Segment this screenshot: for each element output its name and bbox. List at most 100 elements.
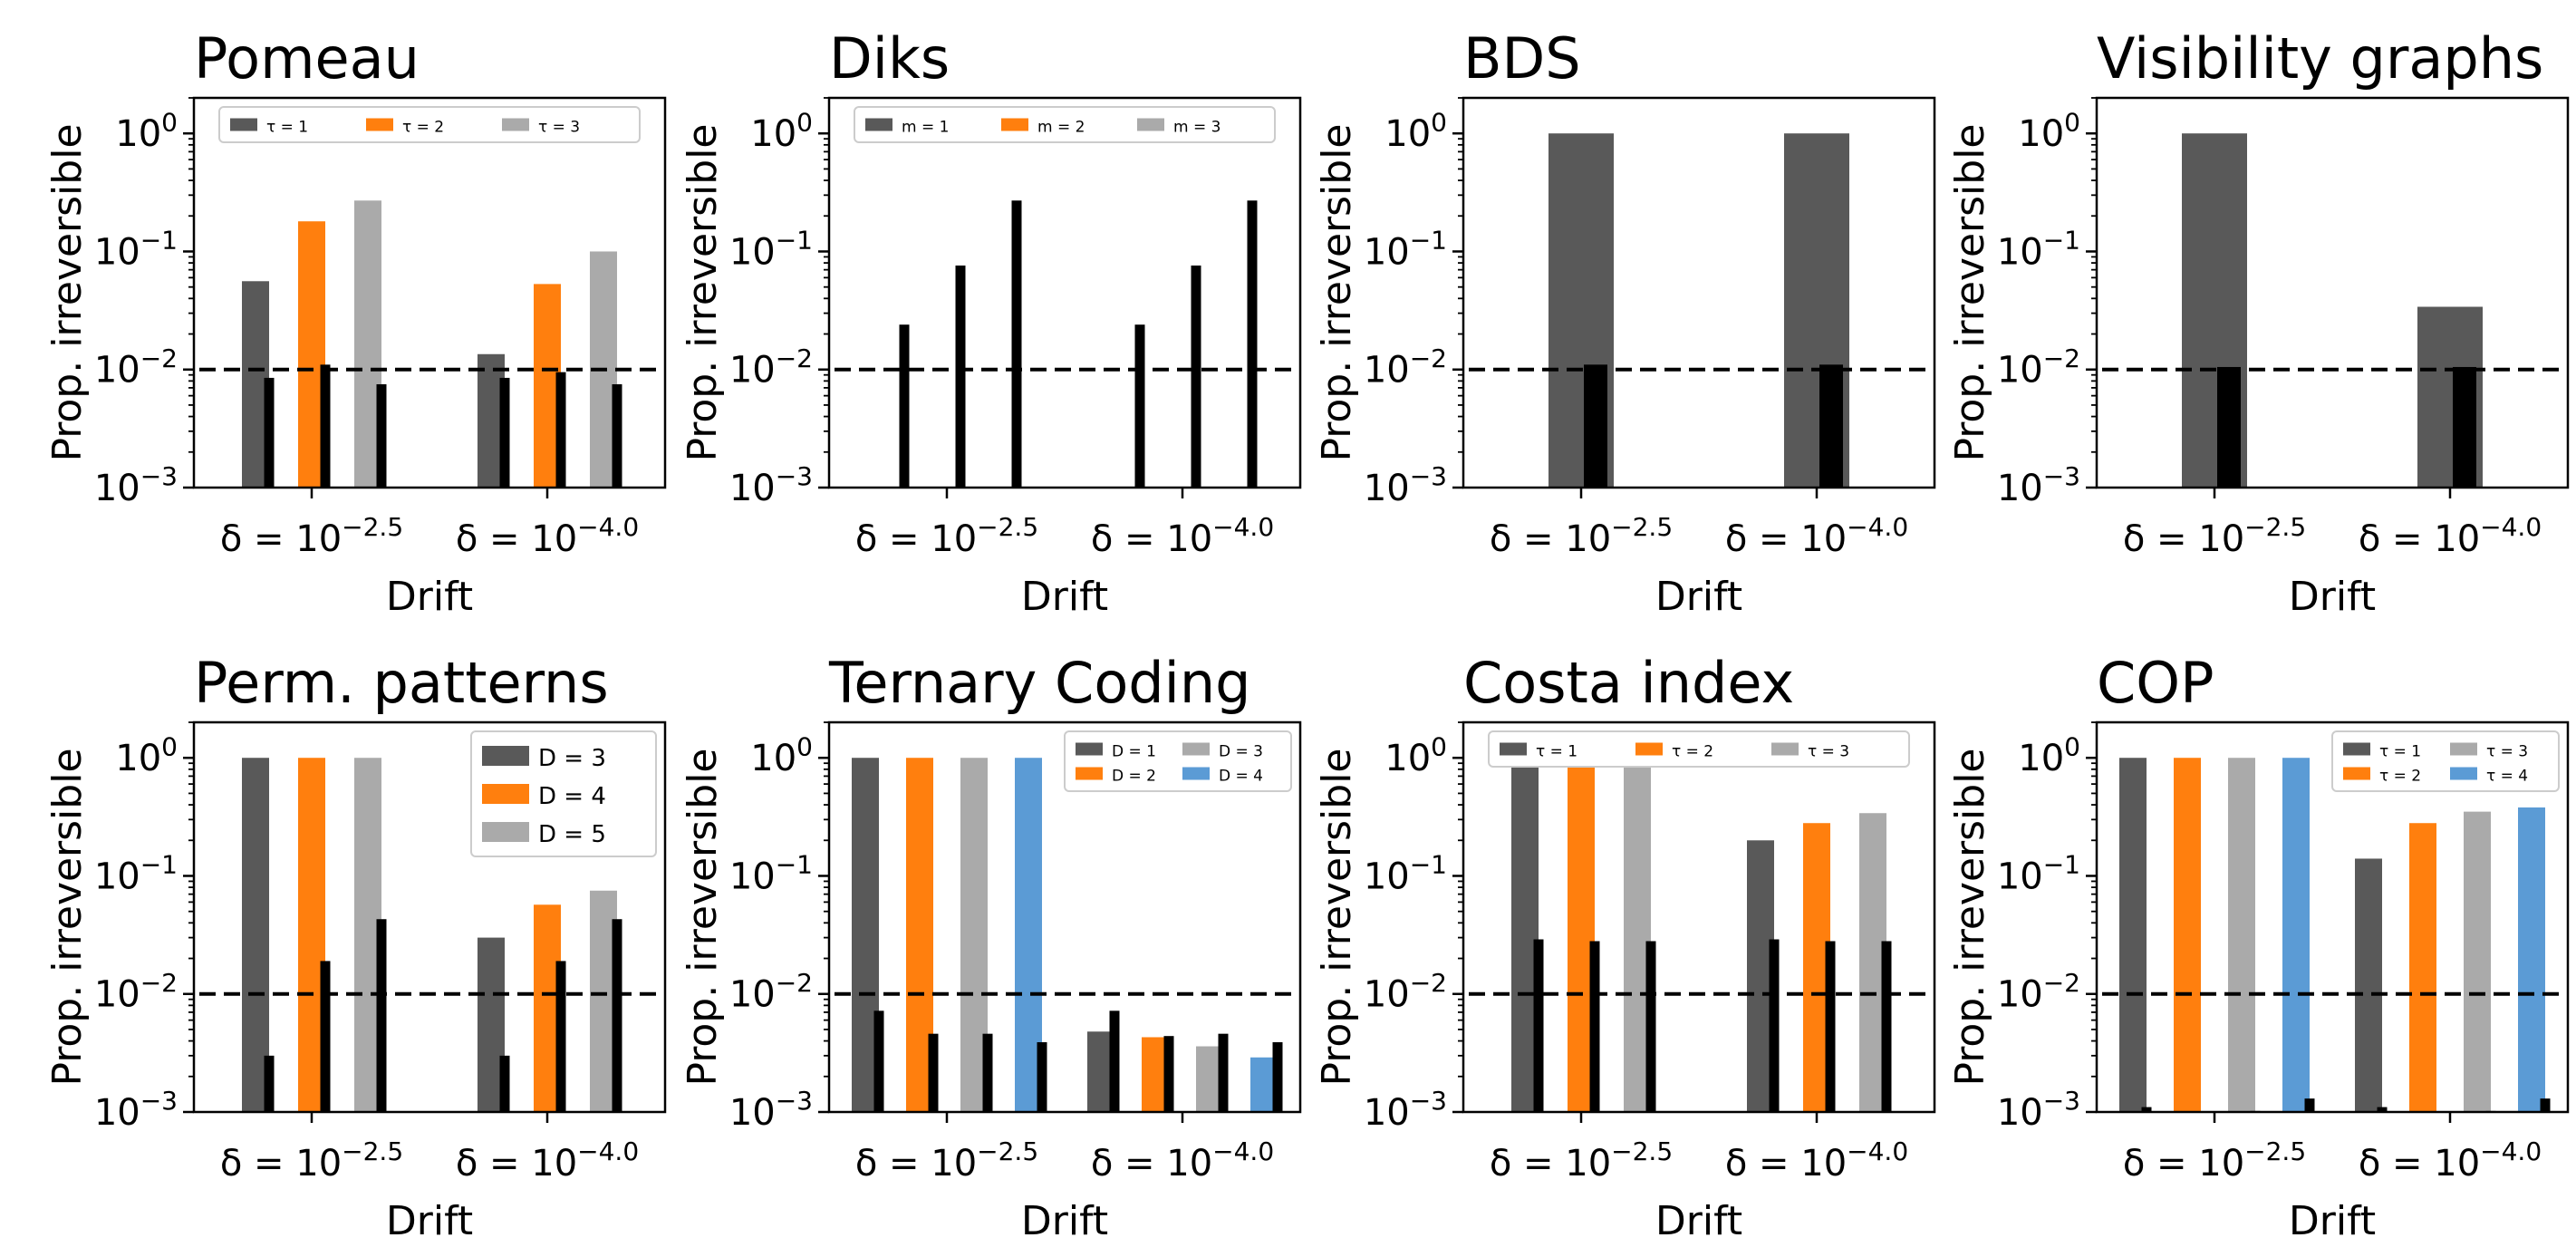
marker-bar: [555, 961, 566, 1112]
panel-title: Costa index: [1463, 650, 1794, 716]
y-axis-label: Prop. irreversible: [1947, 123, 1993, 461]
x-tick-label: δ = 10−2.5: [2123, 512, 2306, 560]
marker-bar: [1881, 941, 1892, 1112]
y-tick-label-base: 10: [1997, 468, 2043, 509]
legend-swatch: [865, 118, 892, 131]
marker-bar: [1533, 939, 1544, 1112]
legend-swatch: [1076, 742, 1103, 756]
marker-bar: [955, 266, 966, 488]
y-tick-label-exp: −1: [1410, 226, 1447, 256]
marker-bar: [1584, 364, 1607, 488]
legend-swatch: [1771, 742, 1799, 756]
legend-label: τ = 1: [1536, 742, 1577, 760]
x-tick-label: δ = 10−2.5: [1490, 1136, 1673, 1184]
y-tick-label-exp: −3: [1410, 461, 1447, 491]
marker-bar: [264, 377, 275, 488]
y-tick-label: 10−3: [1997, 1086, 2080, 1134]
legend-swatch: [502, 118, 529, 131]
y-tick-label: 10−1: [94, 226, 178, 274]
y-tick-label-base: 10: [115, 113, 161, 155]
y-tick-label: 100: [115, 107, 178, 155]
y-tick-label-exp: 0: [796, 731, 813, 761]
y-tick-label: 10−2: [1997, 968, 2080, 1016]
y-tick-label-base: 10: [729, 856, 776, 897]
legend-swatch: [1182, 767, 1210, 780]
x-tick-label: δ = 10−4.0: [1725, 512, 1908, 560]
legend-label: D = 5: [538, 821, 606, 848]
axes-frame: [192, 720, 667, 1114]
marker-bar: [1769, 939, 1780, 1112]
marker-bar: [1825, 941, 1836, 1112]
y-tick-label-exp: −1: [776, 226, 813, 256]
legend-label: τ = 2: [1672, 742, 1713, 760]
legend-label: m = 1: [902, 118, 949, 136]
y-tick-label: 100: [1384, 731, 1447, 779]
x-tick-label-base: δ = 10: [220, 1143, 342, 1184]
x-tick-label: δ = 10−4.0: [2359, 1136, 2542, 1184]
y-tick-label-base: 10: [729, 974, 776, 1016]
marker-bar: [928, 1033, 939, 1112]
legend-swatch: [2343, 742, 2370, 756]
legend-swatch: [1182, 742, 1210, 756]
legend-swatch: [2450, 767, 2477, 780]
x-tick-label-base: δ = 10: [2359, 518, 2480, 560]
y-tick-label: 10−2: [1997, 343, 2080, 392]
x-tick-label-exp: −4.0: [1847, 512, 1908, 542]
y-tick-label: 100: [750, 731, 813, 779]
y-tick-label-exp: −3: [2043, 1086, 2080, 1116]
panel-title: Pomeau: [194, 25, 420, 92]
x-tick-label-exp: −2.5: [1611, 1136, 1673, 1166]
y-tick-label-exp: −1: [1410, 850, 1447, 880]
y-tick-label-base: 10: [1997, 856, 2043, 897]
y-tick-label-exp: −1: [2043, 850, 2080, 880]
marker-bar: [2453, 366, 2476, 488]
legend-label: τ = 3: [2486, 742, 2528, 760]
marker-bar: [612, 384, 622, 488]
marker-bar: [1218, 1033, 1229, 1112]
y-tick-label-exp: −2: [1410, 343, 1447, 373]
marker-bar: [2304, 1098, 2315, 1112]
y-tick-label-exp: −2: [1410, 968, 1447, 998]
x-axis-label: Drift: [2289, 574, 2376, 620]
y-tick-label-exp: 0: [2064, 107, 2080, 137]
y-tick-label-exp: −3: [2043, 461, 2080, 491]
marker-bar: [1109, 1010, 1120, 1112]
legend-frame: [2331, 730, 2560, 792]
marker-bar: [376, 919, 387, 1112]
marker-bar: [982, 1033, 993, 1112]
marker-bar: [320, 961, 331, 1112]
x-tick-label-base: δ = 10: [1091, 1143, 1212, 1184]
axes-frame: [1462, 720, 1936, 1114]
y-tick-label: 10−3: [94, 1086, 178, 1134]
y-tick-label-exp: 0: [1431, 731, 1447, 761]
marker-bar: [2540, 1098, 2551, 1112]
marker-bar: [899, 324, 910, 488]
y-tick-label-base: 10: [1364, 856, 1410, 897]
marker-bar: [555, 372, 566, 488]
panel-title: Perm. patterns: [194, 650, 609, 716]
y-tick-label: 100: [1384, 107, 1447, 155]
y-tick-label-base: 10: [1364, 1092, 1410, 1134]
x-tick-label-exp: −4.0: [577, 512, 639, 542]
marker-bar: [1247, 200, 1258, 488]
y-tick-label-base: 10: [94, 231, 140, 273]
axes-frame: [2095, 96, 2570, 489]
y-tick-label-base: 10: [94, 974, 140, 1016]
x-tick-label-exp: −4.0: [2480, 512, 2542, 542]
y-tick-label: 10−2: [729, 343, 813, 392]
y-tick-label: 10−3: [1364, 461, 1447, 509]
y-tick-label-exp: −3: [140, 461, 178, 491]
x-tick-label-exp: −4.0: [1212, 1136, 1274, 1166]
y-tick-label-exp: −3: [140, 1086, 178, 1116]
y-tick-label-exp: −2: [140, 968, 178, 998]
y-tick-label: 10−1: [1997, 226, 2080, 274]
legend-swatch: [366, 118, 393, 131]
y-tick-label-exp: −1: [776, 850, 813, 880]
bar: [2409, 823, 2436, 1112]
